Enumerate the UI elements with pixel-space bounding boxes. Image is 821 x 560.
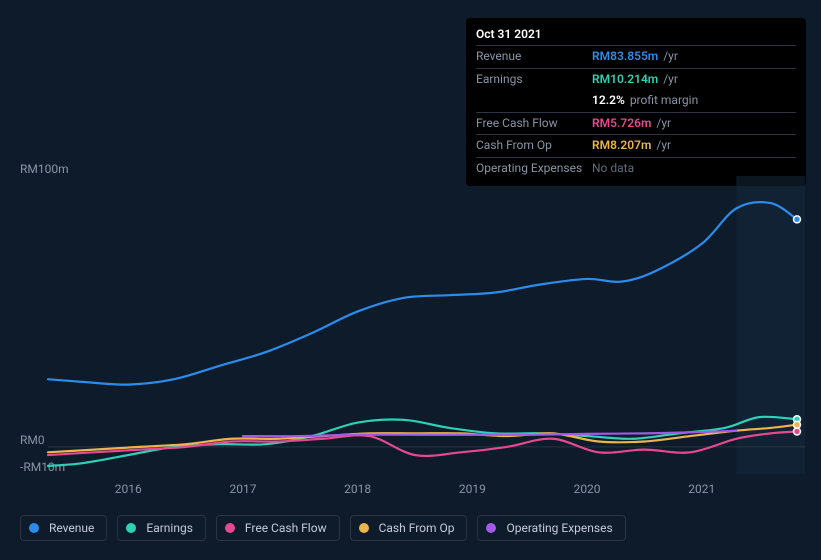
x-axis-label: 2019 — [459, 482, 486, 496]
legend-dot-icon — [486, 523, 496, 533]
legend-label: Free Cash Flow — [245, 521, 327, 535]
legend-dot-icon — [359, 523, 369, 533]
legend-item[interactable]: Free Cash Flow — [216, 515, 340, 541]
tooltip-row-label: Cash From Op — [476, 135, 592, 158]
legend-label: Revenue — [49, 521, 94, 535]
tooltip-row-label: Earnings — [476, 68, 592, 90]
tooltip-row-label: Revenue — [476, 46, 592, 69]
tooltip-table: RevenueRM83.855m /yrEarningsRM10.214m /y… — [476, 45, 796, 180]
chart-tooltip: Oct 31 2021 RevenueRM83.855m /yrEarnings… — [466, 18, 806, 186]
legend-label: Operating Expenses — [506, 521, 612, 535]
x-axis-label: 2021 — [688, 482, 715, 496]
tooltip-row-value: RM8.207m /yr — [592, 135, 796, 158]
tooltip-row-value: RM10.214m /yr — [592, 68, 796, 90]
series-end-marker — [793, 216, 800, 223]
tooltip-row-value: RM83.855m /yr — [592, 46, 796, 69]
chart-legend: Revenue Earnings Free Cash Flow Cash From O… — [20, 515, 626, 541]
tooltip-date: Oct 31 2021 — [476, 24, 796, 45]
series-line — [48, 417, 797, 466]
tooltip-row-label: Free Cash Flow — [476, 112, 592, 135]
legend-dot-icon — [29, 523, 39, 533]
legend-item[interactable]: Operating Expenses — [477, 515, 625, 541]
y-axis-label: RM100m — [20, 162, 69, 176]
legend-item[interactable]: Earnings — [117, 515, 206, 541]
legend-item[interactable]: Cash From Op — [350, 515, 468, 541]
tooltip-row-value: RM5.726m /yr — [592, 112, 796, 135]
legend-item[interactable]: Revenue — [20, 515, 107, 541]
x-axis-label: 2020 — [574, 482, 601, 496]
legend-dot-icon — [225, 523, 235, 533]
legend-label: Earnings — [146, 521, 193, 535]
line-chart — [48, 176, 805, 474]
legend-label: Cash From Op — [379, 521, 455, 535]
x-axis-label: 2018 — [344, 482, 371, 496]
series-line — [48, 202, 797, 384]
y-axis-label: RM0 — [20, 433, 45, 447]
x-axis-label: 2017 — [229, 482, 256, 496]
tooltip-row-value: 12.2% profit margin — [592, 90, 796, 112]
series-end-marker — [793, 421, 800, 428]
chart-container: Oct 31 2021 RevenueRM83.855m /yrEarnings… — [0, 0, 821, 560]
series-end-marker — [793, 428, 800, 435]
x-axis-label: 2016 — [115, 482, 142, 496]
legend-dot-icon — [126, 523, 136, 533]
tooltip-row-label — [476, 90, 592, 112]
